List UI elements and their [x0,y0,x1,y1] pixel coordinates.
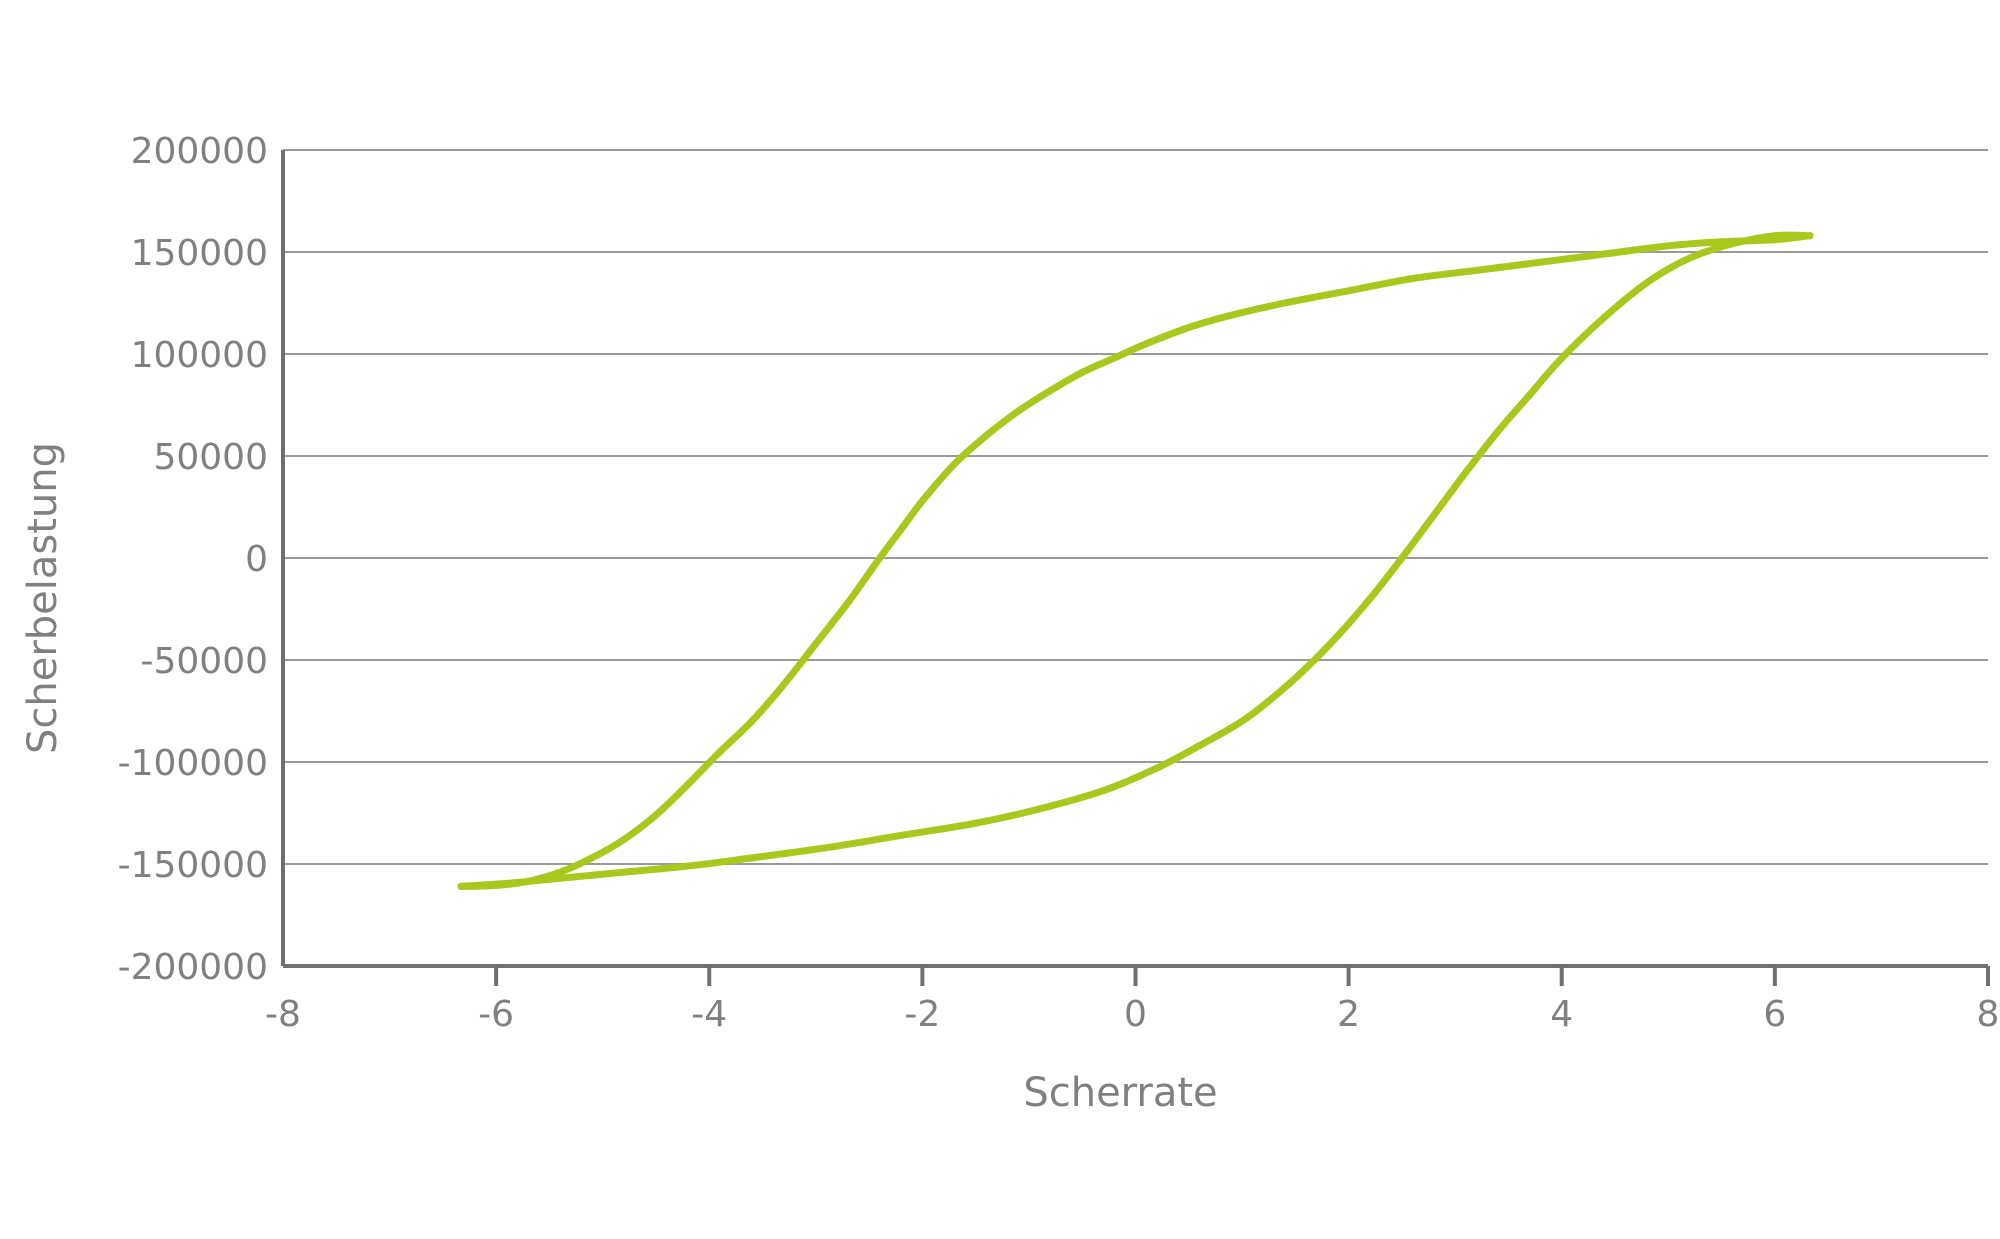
x-tick-label: 2 [1337,994,1360,1035]
x-tick-label: 0 [1124,994,1147,1035]
data-point [1771,232,1779,240]
data-point [1430,511,1438,519]
data-point [950,460,958,468]
data-point [588,854,596,862]
data-point [1281,299,1289,307]
data-point [876,554,884,562]
data-point [684,862,692,870]
data-point [556,868,564,876]
data-point [1409,275,1417,282]
data-point [1366,595,1374,603]
y-tick-label: 200000 [131,131,268,172]
y-axis-title: Scherbelastung [20,442,66,754]
data-point [1238,717,1246,725]
data-point [1536,258,1544,266]
x-tick-label: -8 [265,994,301,1035]
data-point [1142,340,1150,348]
y-tick-label: -50000 [140,641,268,682]
data-point [1270,693,1278,701]
data-point [1600,313,1608,321]
data-point [1686,254,1694,262]
data-point [780,681,788,688]
x-tick-label: -2 [904,994,940,1035]
data-point [1100,787,1107,795]
data-point [897,831,905,839]
data-point [1195,742,1203,750]
data-point [1600,250,1608,258]
data-point [1398,554,1406,562]
data-point [457,882,465,890]
data-point [620,868,628,876]
y-tick-label: -200000 [118,947,268,988]
x-tick-label: 8 [1977,994,2000,1035]
data-point [1345,287,1353,295]
y-tick-label: -150000 [118,845,268,886]
data-point [972,819,980,827]
data-point [1078,368,1086,376]
data-point [620,836,628,843]
x-tick-label: -6 [478,994,514,1035]
series-line-2 [457,231,1814,890]
data-point [748,854,756,862]
y-tick-label: -100000 [118,743,268,784]
data-point [716,748,724,756]
data-point [1227,311,1235,319]
data-point [1046,387,1054,395]
data-point [1664,242,1672,250]
data-point [812,640,820,648]
y-tick-group: 200000 150000 100000 50000 0 -50000 -100000 -15… [118,131,268,988]
data-point [1494,428,1502,435]
data-point [1462,468,1470,476]
y-tick-label: 50000 [153,437,268,478]
data-point [684,780,692,788]
x-axis-title: Scherrate [1023,1070,1217,1116]
x-tick-group: -8 -6 -4 -2 0 2 4 6 8 [265,966,1999,1035]
data-point [1558,354,1566,362]
data-point [1302,664,1310,672]
data-point [1014,407,1022,415]
data-point [1806,232,1814,240]
data-point [918,497,926,505]
x-tick-label: 6 [1763,994,1786,1035]
data-point [1473,266,1480,274]
data-point [897,525,905,533]
y-tick-label: 150000 [131,233,268,274]
data-point [1036,805,1044,813]
series-line-1 [457,232,1814,890]
data-point [1526,391,1534,399]
data-point [748,717,756,725]
data-point [982,432,990,440]
data-point [652,811,660,819]
data-point [1728,240,1736,248]
series-group [457,231,1814,890]
x-tick-label: 4 [1550,994,1573,1035]
y-tick-label: 100000 [131,335,268,376]
data-point [823,844,830,852]
data-point [1110,354,1118,362]
gridlines [283,149,1988,865]
x-tick-label: -4 [691,994,727,1035]
data-point [1334,632,1342,639]
data-point [1185,324,1193,331]
y-tick-label: 0 [245,539,268,580]
data-point [1643,279,1651,287]
data-point [1153,764,1161,772]
data-point [844,599,852,607]
data-point [556,874,564,882]
data-point [503,879,511,887]
